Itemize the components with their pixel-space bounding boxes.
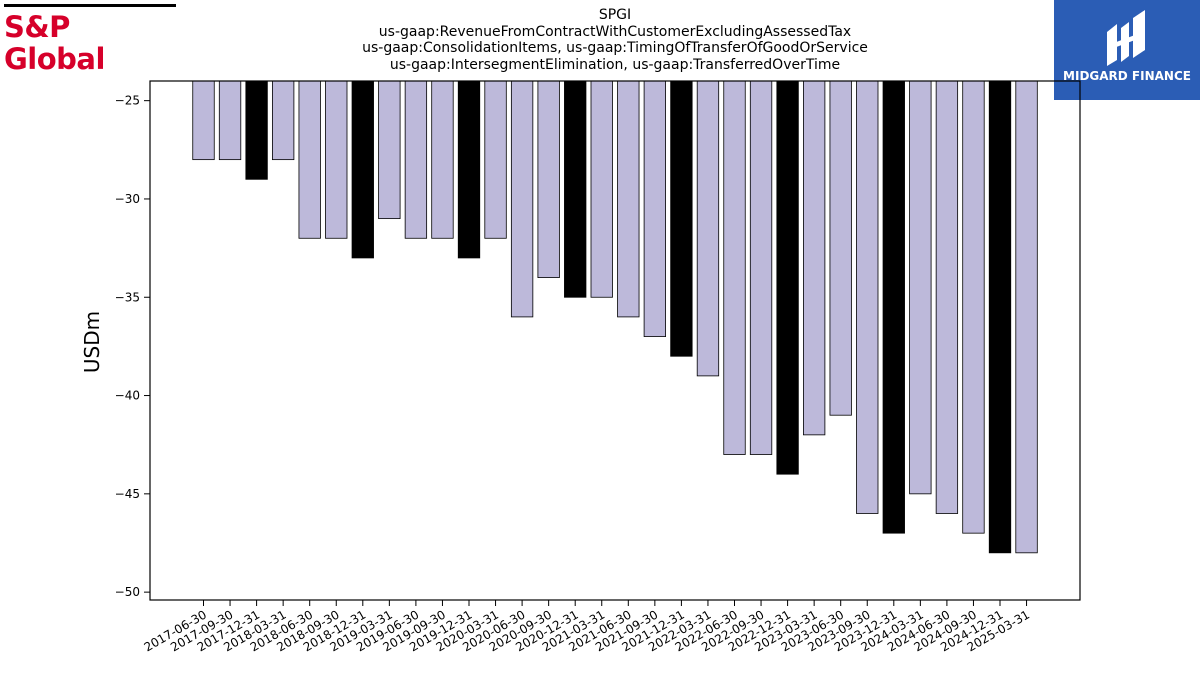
chart-title-line-3: us-gaap:ConsolidationItems, us-gaap:Timi…: [362, 40, 868, 56]
y-axis-label: USDm: [80, 311, 104, 373]
bar-2024-09-30: [962, 80, 985, 534]
bar-2018-09-30: [325, 80, 348, 239]
chart-title-line-4: us-gaap:IntersegmentElimination, us-gaap…: [389, 56, 841, 73]
chart-title: SPGI us-gaap:RevenueFromContractWithCust…: [260, 7, 970, 73]
chart-title-line-1: SPGI: [598, 7, 632, 23]
sp-global-logo-text: S&P Global: [4, 10, 105, 76]
bar-2022-12-31: [776, 80, 799, 475]
bar-2021-09-30: [643, 80, 666, 337]
midgard-finance-logo: MIDGARD FINANCE: [1054, 0, 1200, 100]
bar-2023-06-30: [829, 80, 852, 416]
bar-2018-06-30: [298, 80, 321, 239]
bar-2022-03-31: [696, 80, 720, 377]
bar-2017-06-30: [192, 80, 215, 161]
bar-2021-06-30: [617, 80, 640, 318]
bar-2020-03-31: [484, 80, 507, 239]
bar-2023-09-30: [856, 80, 879, 514]
midgard-finance-logo-text: MIDGARD FINANCE: [1063, 69, 1191, 83]
bar-2019-09-30: [431, 80, 454, 239]
x-axis: 2017-06-302017-09-302017-12-312018-03-31…: [142, 600, 1032, 654]
bar-series: [192, 80, 1038, 554]
y-tick-label: −25: [115, 94, 140, 108]
bar-2021-03-31: [590, 80, 613, 298]
bar-2025-03-31: [1015, 80, 1038, 554]
bar-2017-09-30: [218, 80, 242, 161]
bar-2024-12-31: [988, 80, 1012, 554]
bar-2019-03-31: [378, 80, 401, 220]
y-tick-label: −45: [115, 487, 140, 501]
bar-2024-03-31: [909, 80, 932, 495]
bar-2022-06-30: [723, 80, 746, 455]
bar-2019-12-31: [457, 80, 481, 259]
bar-2023-12-31: [882, 80, 905, 534]
plot-frame: [149, 80, 1081, 601]
chart-title-line-2: us-gaap:RevenueFromContractWithCustomerE…: [378, 23, 852, 40]
bar-2022-09-30: [749, 80, 773, 455]
bar-2020-06-30: [510, 80, 534, 318]
bar-2018-03-31: [271, 80, 295, 161]
y-tick-label: −50: [115, 585, 140, 599]
y-tick-label: −35: [115, 290, 140, 304]
bar-2020-12-31: [564, 80, 587, 298]
y-tick-label: −40: [115, 389, 140, 403]
bar-2020-09-30: [537, 80, 560, 278]
y-tick-label: −30: [115, 192, 140, 206]
bar-2021-12-31: [670, 80, 693, 357]
sp-global-logo: S&P Global: [4, 4, 179, 75]
logo-rule: [4, 4, 176, 7]
bar-2019-06-30: [404, 80, 428, 239]
y-axis: −25 −30 −35 −40 −45 −50: [115, 94, 150, 599]
bar-2018-12-31: [351, 80, 374, 259]
bar-2024-06-30: [935, 80, 959, 514]
bar-2023-03-31: [803, 80, 826, 436]
midgard-mark-icon: [1107, 10, 1145, 66]
bar-2017-12-31: [245, 80, 268, 180]
